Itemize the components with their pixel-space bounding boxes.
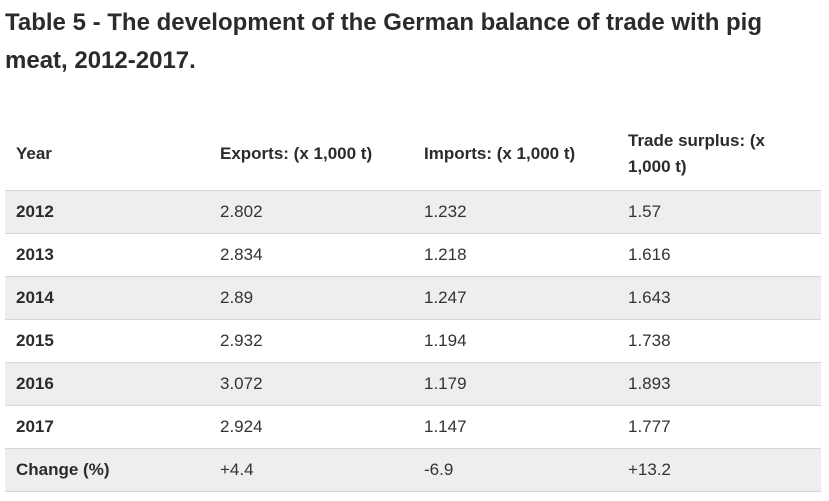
exports-cell: 2.932 [209,319,413,363]
trade-surplus-change-cell: +13.2 [617,448,821,492]
exports-change-cell: +4.4 [209,448,413,492]
imports-cell: 1.179 [413,362,617,406]
year-cell: 2017 [5,405,209,449]
table-row-change: Change (%) +4.4 -6.9 +13.2 [5,448,821,492]
page-title: Table 5 - The development of the German … [5,9,763,74]
trade-surplus-cell: 1.893 [617,362,821,406]
imports-cell: 1.247 [413,276,617,320]
table-row: 2013 2.834 1.218 1.616 [5,233,821,277]
header-exports: Exports: (x 1,000 t) [209,118,413,191]
trade-surplus-cell: 1.616 [617,233,821,277]
table-row: 2016 3.072 1.179 1.893 [5,362,821,406]
table-header-row: Year Exports: (x 1,000 t) Imports: (x 1,… [5,118,821,191]
exports-cell: 3.072 [209,362,413,406]
exports-cell: 2.924 [209,405,413,449]
year-cell: 2013 [5,233,209,277]
change-label-cell: Change (%) [5,448,209,492]
exports-cell: 2.802 [209,190,413,234]
imports-cell: 1.218 [413,233,617,277]
year-cell: 2014 [5,276,209,320]
imports-cell: 1.194 [413,319,617,363]
year-cell: 2012 [5,190,209,234]
trade-balance-table: Year Exports: (x 1,000 t) Imports: (x 1,… [5,118,821,492]
header-year: Year [5,118,209,191]
table-row: 2014 2.89 1.247 1.643 [5,276,821,320]
table-row: 2015 2.932 1.194 1.738 [5,319,821,363]
header-imports: Imports: (x 1,000 t) [413,118,617,191]
exports-cell: 2.834 [209,233,413,277]
imports-change-cell: -6.9 [413,448,617,492]
imports-cell: 1.232 [413,190,617,234]
trade-surplus-cell: 1.777 [617,405,821,449]
table-row: 2017 2.924 1.147 1.777 [5,405,821,449]
trade-surplus-cell: 1.643 [617,276,821,320]
year-cell: 2015 [5,319,209,363]
exports-cell: 2.89 [209,276,413,320]
table-row: 2012 2.802 1.232 1.57 [5,190,821,234]
header-trade-surplus: Trade surplus: (x 1,000 t) [617,118,821,191]
imports-cell: 1.147 [413,405,617,449]
trade-surplus-cell: 1.57 [617,190,821,234]
year-cell: 2016 [5,362,209,406]
trade-surplus-cell: 1.738 [617,319,821,363]
